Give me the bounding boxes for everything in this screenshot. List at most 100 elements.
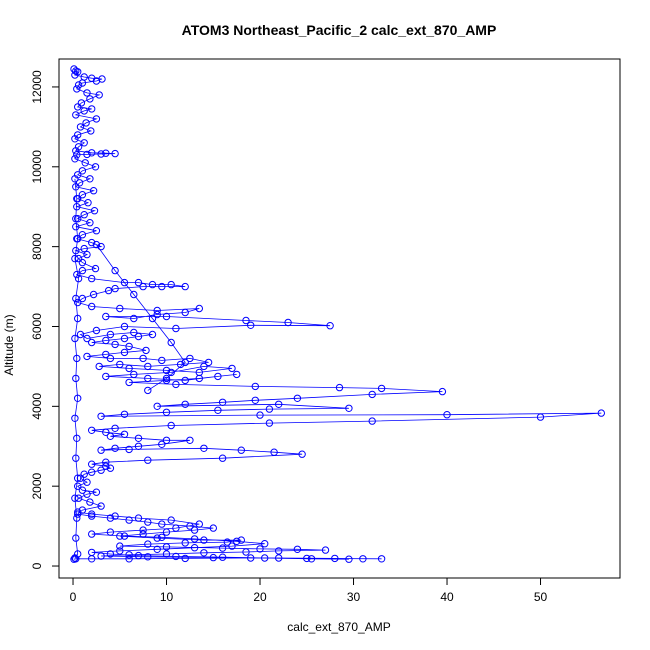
data-point [331, 554, 339, 563]
data-point [256, 411, 264, 419]
data-point [120, 322, 129, 331]
data-point [368, 417, 376, 425]
data-point [72, 147, 80, 155]
data-point [81, 159, 89, 167]
series-line [96, 244, 186, 391]
data-point [73, 195, 81, 203]
data-point [95, 362, 103, 371]
data-point [162, 374, 171, 383]
data-point [83, 89, 91, 97]
series-line [74, 178, 80, 559]
data-point [130, 290, 138, 299]
data-point [71, 175, 79, 183]
data-point [88, 468, 96, 476]
data-point [153, 402, 161, 410]
data-point [86, 219, 94, 227]
y-tick-label: 0 [30, 562, 44, 569]
data-point [106, 550, 115, 558]
data-point [209, 553, 218, 562]
data-point [87, 127, 95, 135]
data-point [97, 466, 105, 474]
y-tick-label: 12000 [30, 70, 44, 104]
data-point [195, 520, 204, 528]
data-point [130, 314, 138, 323]
data-point [139, 354, 147, 363]
data-point [195, 304, 204, 313]
data-point [97, 412, 105, 420]
data-point [71, 414, 79, 422]
data-point [134, 332, 143, 341]
data-point [125, 364, 133, 373]
data-point [125, 378, 133, 387]
data-point [162, 436, 171, 444]
data-point [195, 374, 204, 383]
data-point [120, 278, 129, 287]
data-point [73, 354, 81, 363]
x-tick-label: 40 [440, 590, 454, 604]
x-tick-label: 50 [534, 590, 548, 604]
data-point [97, 502, 105, 510]
data-point [200, 536, 208, 544]
x-axis: 0 10 20 30 40 50 [70, 577, 548, 604]
data-point [167, 421, 175, 430]
data-point [78, 167, 87, 175]
data-point [153, 534, 161, 542]
data-point [92, 326, 101, 335]
data-point [120, 348, 129, 357]
data-point [190, 526, 199, 534]
data-point [80, 470, 88, 478]
data-point [162, 312, 171, 321]
data-point [88, 548, 96, 557]
data-point [237, 446, 246, 454]
data-point [142, 346, 150, 355]
data-point [172, 380, 180, 389]
data-point [167, 516, 175, 524]
data-point [190, 535, 199, 543]
data-point [144, 540, 152, 548]
data-point [88, 105, 96, 113]
data-point [92, 115, 101, 123]
data-point [242, 548, 250, 556]
data-point [158, 356, 166, 365]
data-point [88, 460, 96, 468]
y-tick-label: 6000 [30, 313, 44, 340]
data-point [326, 322, 334, 330]
data-point [125, 445, 133, 454]
data-point [84, 199, 92, 207]
data-point [321, 546, 330, 554]
data-point [92, 488, 101, 496]
data-point [77, 99, 86, 107]
data-point [72, 374, 80, 383]
data-point [293, 394, 302, 402]
data-point [134, 278, 143, 287]
data-point [102, 312, 110, 321]
data-point [74, 103, 82, 111]
data-point [89, 187, 98, 195]
data-point [148, 280, 157, 289]
data-point [144, 362, 152, 371]
data-point [102, 149, 110, 157]
x-tick-label: 10 [160, 590, 174, 604]
data-point [74, 254, 83, 263]
data-point [120, 532, 129, 540]
data-point [345, 404, 353, 412]
data-point [275, 547, 283, 555]
data-point [95, 91, 103, 99]
data-point [181, 358, 189, 367]
data-point [82, 119, 90, 127]
data-point [233, 370, 241, 379]
data-point [144, 374, 152, 383]
data-point [74, 235, 82, 243]
data-point [80, 211, 88, 219]
data-point [102, 336, 110, 345]
data-point [74, 510, 82, 518]
y-tick-label: 4000 [30, 393, 44, 420]
data-point [125, 555, 133, 563]
data-point [139, 530, 147, 538]
series-layer [70, 65, 605, 563]
series-line [77, 511, 349, 560]
data-point [153, 310, 161, 319]
data-point [78, 191, 87, 199]
data-point [73, 151, 81, 159]
